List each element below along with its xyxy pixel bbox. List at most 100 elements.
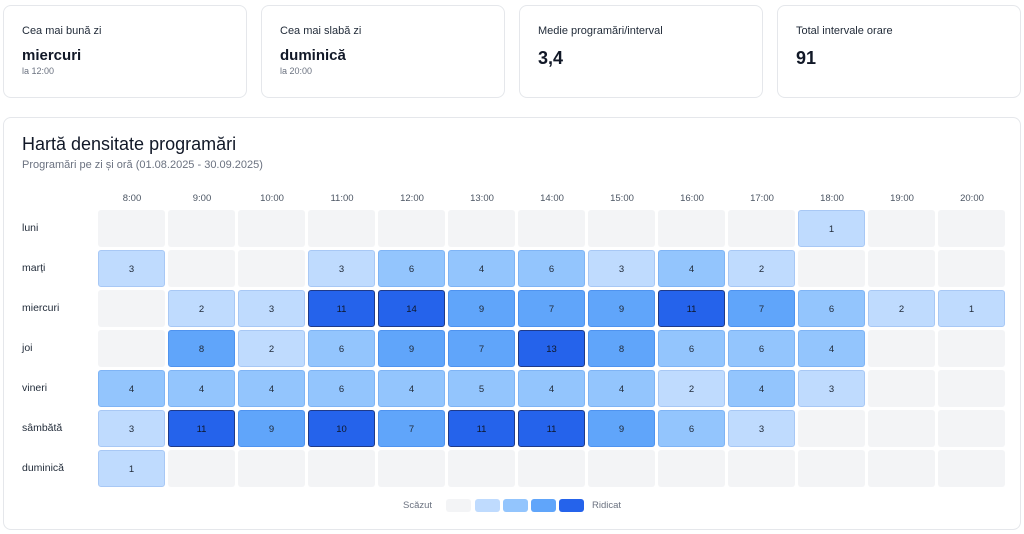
heatmap-cell[interactable]: 3: [728, 410, 795, 447]
heatmap-cell[interactable]: [798, 410, 865, 447]
heatmap-cell[interactable]: 9: [448, 290, 515, 327]
heatmap-cell[interactable]: 2: [238, 330, 305, 367]
heatmap-cell[interactable]: [728, 450, 795, 487]
heatmap-cell[interactable]: 9: [588, 410, 655, 447]
heatmap-cell[interactable]: [868, 450, 935, 487]
heatmap-cell[interactable]: 11: [168, 410, 235, 447]
heatmap-cell[interactable]: [98, 330, 165, 367]
heatmap-cell[interactable]: [798, 250, 865, 287]
heatmap-cell[interactable]: 6: [518, 250, 585, 287]
heatmap-cell[interactable]: 8: [588, 330, 655, 367]
heatmap-cell[interactable]: [938, 370, 1005, 407]
heatmap-cell[interactable]: [448, 450, 515, 487]
heatmap-cell[interactable]: 4: [238, 370, 305, 407]
heatmap-cell[interactable]: 11: [518, 410, 585, 447]
heatmap-cell[interactable]: 11: [308, 290, 375, 327]
heatmap-cell[interactable]: 6: [658, 410, 725, 447]
heatmap-title: Hartă densitate programări: [22, 134, 237, 154]
heatmap-cell[interactable]: 3: [588, 250, 655, 287]
heatmap-cell[interactable]: 3: [238, 290, 305, 327]
heatmap-cell[interactable]: 2: [658, 370, 725, 407]
heatmap-cell[interactable]: 4: [658, 250, 725, 287]
heatmap-cell[interactable]: 7: [378, 410, 445, 447]
heatmap-cell[interactable]: 13: [518, 330, 585, 367]
heatmap-cell[interactable]: [168, 210, 235, 247]
heatmap-cell[interactable]: 4: [588, 370, 655, 407]
heatmap-cell[interactable]: [658, 450, 725, 487]
heatmap-cell[interactable]: [238, 450, 305, 487]
heatmap-cell[interactable]: 1: [938, 290, 1005, 327]
heatmap-cell[interactable]: [938, 450, 1005, 487]
heatmap-cell[interactable]: [588, 450, 655, 487]
stats-row: Cea mai bună zi miercuri la 12:00 Cea ma…: [3, 5, 1021, 98]
stat-card-best-day: Cea mai bună zi miercuri la 12:00: [3, 5, 247, 98]
heatmap-cell[interactable]: 4: [798, 330, 865, 367]
heatmap-cell[interactable]: [308, 450, 375, 487]
heatmap-cell[interactable]: 3: [98, 250, 165, 287]
day-label: marți: [22, 262, 46, 274]
heatmap-cell[interactable]: [168, 250, 235, 287]
heatmap-cell[interactable]: 9: [238, 410, 305, 447]
heatmap-cell[interactable]: [518, 450, 585, 487]
heatmap-cell[interactable]: 11: [448, 410, 515, 447]
heatmap-cell[interactable]: [868, 370, 935, 407]
heatmap-cell[interactable]: [238, 250, 305, 287]
heatmap-legend: Scăzut Ridicat: [4, 499, 1022, 513]
heatmap-cell[interactable]: 6: [798, 290, 865, 327]
heatmap-cell[interactable]: [378, 210, 445, 247]
heatmap-cell[interactable]: 3: [798, 370, 865, 407]
heatmap-cell[interactable]: 6: [378, 250, 445, 287]
heatmap-cell[interactable]: [98, 210, 165, 247]
heatmap-cell[interactable]: 7: [518, 290, 585, 327]
heatmap-cell[interactable]: [938, 330, 1005, 367]
heatmap-cell[interactable]: [868, 330, 935, 367]
heatmap-cell[interactable]: [588, 210, 655, 247]
heatmap-cell[interactable]: 6: [728, 330, 795, 367]
heatmap-cell[interactable]: 4: [168, 370, 235, 407]
heatmap-cell[interactable]: 14: [378, 290, 445, 327]
heatmap-cell[interactable]: [308, 210, 375, 247]
heatmap-cell[interactable]: 7: [728, 290, 795, 327]
heatmap-cell[interactable]: [938, 210, 1005, 247]
stat-label: Cea mai slabă zi: [280, 25, 362, 37]
heatmap-cell[interactable]: [378, 450, 445, 487]
heatmap-cell[interactable]: 5: [448, 370, 515, 407]
heatmap-cell[interactable]: 1: [798, 210, 865, 247]
heatmap-cell[interactable]: 2: [168, 290, 235, 327]
heatmap-cell[interactable]: [238, 210, 305, 247]
stat-label: Total intervale orare: [796, 25, 893, 37]
heatmap-cell[interactable]: [728, 210, 795, 247]
heatmap-cell[interactable]: [98, 290, 165, 327]
heatmap-cell[interactable]: 4: [448, 250, 515, 287]
heatmap-cell[interactable]: [868, 210, 935, 247]
heatmap-cell[interactable]: [168, 450, 235, 487]
heatmap-cell[interactable]: 4: [378, 370, 445, 407]
heatmap-cell[interactable]: 3: [98, 410, 165, 447]
heatmap-cell[interactable]: [518, 210, 585, 247]
heatmap-cell[interactable]: 4: [728, 370, 795, 407]
heatmap-cell[interactable]: [868, 410, 935, 447]
heatmap-cell[interactable]: 1: [98, 450, 165, 487]
heatmap-cell[interactable]: [868, 250, 935, 287]
heatmap-cell[interactable]: 7: [448, 330, 515, 367]
heatmap-cell[interactable]: [658, 210, 725, 247]
heatmap-cell[interactable]: 3: [308, 250, 375, 287]
heatmap-cell[interactable]: 10: [308, 410, 375, 447]
heatmap-cell[interactable]: 8: [168, 330, 235, 367]
heatmap-subtitle: Programări pe zi și oră (01.08.2025 - 30…: [22, 159, 263, 171]
heatmap-cell[interactable]: [448, 210, 515, 247]
heatmap-cell[interactable]: 6: [658, 330, 725, 367]
heatmap-cell[interactable]: [798, 450, 865, 487]
heatmap-cell[interactable]: 9: [378, 330, 445, 367]
heatmap-cell[interactable]: 11: [658, 290, 725, 327]
hour-label: 14:00: [540, 193, 564, 204]
heatmap-cell[interactable]: 4: [518, 370, 585, 407]
heatmap-cell[interactable]: [938, 410, 1005, 447]
heatmap-cell[interactable]: [938, 250, 1005, 287]
heatmap-cell[interactable]: 2: [728, 250, 795, 287]
heatmap-cell[interactable]: 2: [868, 290, 935, 327]
heatmap-cell[interactable]: 6: [308, 330, 375, 367]
heatmap-cell[interactable]: 9: [588, 290, 655, 327]
heatmap-cell[interactable]: 6: [308, 370, 375, 407]
heatmap-cell[interactable]: 4: [98, 370, 165, 407]
